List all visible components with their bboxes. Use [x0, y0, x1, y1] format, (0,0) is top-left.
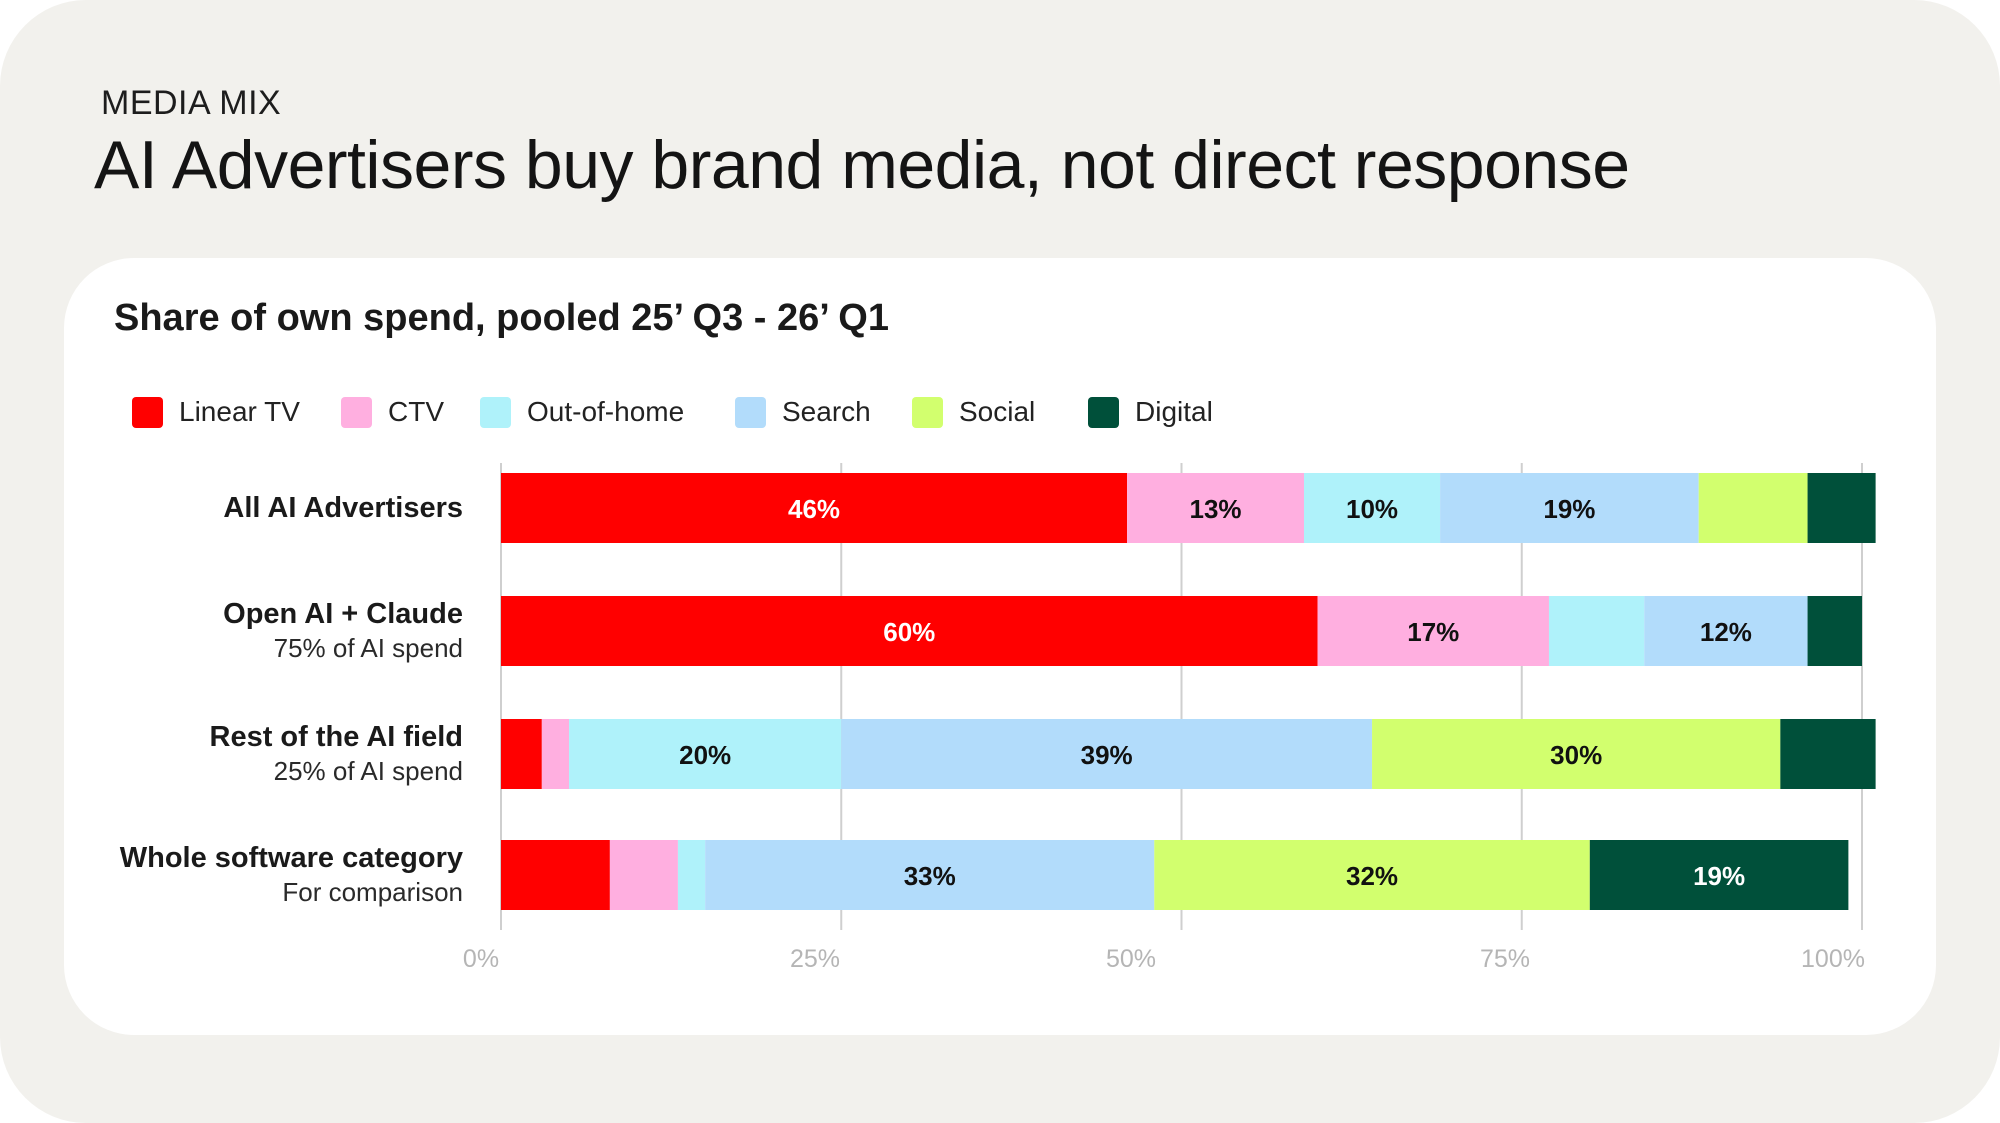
- bar-search-whole-software-category: [705, 840, 1155, 910]
- data-label: 32%: [1346, 861, 1398, 891]
- data-label: 19%: [1543, 494, 1595, 524]
- bar-search-all-ai-advertisers: [1440, 473, 1699, 543]
- data-label: 13%: [1190, 494, 1242, 524]
- row-subtitle: 25% of AI spend: [273, 756, 463, 786]
- bar-digital-rest-of-the-ai-field: [1780, 719, 1876, 789]
- legend-item-out-of-home: Out-of-home: [480, 395, 684, 429]
- legend-swatch: [480, 396, 511, 428]
- row-label-all-ai-advertisers: All AI Advertisers: [223, 491, 463, 525]
- section-eyebrow: MEDIA MIX: [101, 84, 282, 122]
- legend-swatch: [1088, 396, 1119, 428]
- bar-search-open-ai-claude: [1644, 596, 1808, 666]
- legend-swatch: [341, 396, 372, 428]
- bar-linear-tv-rest-of-the-ai-field: [501, 719, 542, 789]
- x-tick-label: 50%: [1106, 945, 1156, 973]
- data-label: 46%: [788, 494, 840, 524]
- bar-out-of-home-whole-software-category: [677, 840, 706, 910]
- bar-out-of-home-all-ai-advertisers: [1303, 473, 1441, 543]
- bar-social-whole-software-category: [1154, 840, 1590, 910]
- legend-swatch: [132, 396, 163, 428]
- legend-label: Social: [959, 396, 1036, 427]
- chart-title: Share of own spend, pooled 25’ Q3 - 26’ …: [114, 297, 889, 339]
- bar-ctv-rest-of-the-ai-field: [541, 719, 570, 789]
- data-label: 60%: [883, 617, 935, 647]
- legend-label: Out-of-home: [527, 396, 685, 427]
- legend-label: Digital: [1135, 396, 1213, 427]
- row-label-rest-of-the-ai-field: Rest of the AI field 25% of AI spend: [210, 720, 464, 788]
- bar-social-rest-of-the-ai-field: [1372, 719, 1781, 789]
- legend-item-digital: Digital: [1088, 395, 1213, 429]
- legend-item-ctv: CTV: [341, 395, 444, 429]
- data-label: 10%: [1346, 494, 1398, 524]
- row-name: Rest of the AI field: [209, 721, 464, 753]
- bar-out-of-home-rest-of-the-ai-field: [569, 719, 842, 789]
- data-label: 19%: [1693, 861, 1745, 891]
- bar-digital-all-ai-advertisers: [1807, 473, 1876, 543]
- legend-label: Search: [782, 396, 871, 427]
- legend-item-social: Social: [912, 395, 1035, 429]
- bar-linear-tv-open-ai-claude: [501, 596, 1318, 666]
- row-label-open-ai-claude: Open AI + Claude 75% of AI spend: [223, 597, 463, 665]
- bar-digital-whole-software-category: [1589, 840, 1849, 910]
- bar-ctv-open-ai-claude: [1317, 596, 1549, 666]
- row-name: Whole software category: [119, 842, 463, 874]
- bar-ctv-whole-software-category: [609, 840, 678, 910]
- bar-ctv-all-ai-advertisers: [1127, 473, 1304, 543]
- bar-digital-open-ai-claude: [1807, 596, 1862, 666]
- legend-swatch: [912, 396, 943, 428]
- row-subtitle: For comparison: [282, 877, 463, 907]
- data-label: 17%: [1407, 617, 1459, 647]
- x-tick-label: 75%: [1480, 945, 1530, 973]
- data-label: 12%: [1700, 617, 1752, 647]
- bar-linear-tv-whole-software-category: [501, 840, 610, 910]
- legend-item-search: Search: [735, 395, 871, 429]
- legend-swatch: [735, 396, 766, 428]
- data-label: 20%: [679, 740, 731, 770]
- data-label: 33%: [904, 861, 956, 891]
- bar-out-of-home-open-ai-claude: [1548, 596, 1645, 666]
- row-name: All AI Advertisers: [223, 492, 463, 524]
- row-name: Open AI + Claude: [223, 598, 463, 630]
- x-tick-label: 0%: [463, 945, 499, 973]
- legend-label: Linear TV: [179, 396, 300, 427]
- slide-headline: AI Advertisers buy brand media, not dire…: [94, 127, 1630, 203]
- data-label: 39%: [1081, 740, 1133, 770]
- data-label: 30%: [1550, 740, 1602, 770]
- row-label-whole-software-category: Whole software category For comparison: [120, 841, 463, 909]
- x-tick-label: 100%: [1801, 945, 1865, 973]
- legend-label: CTV: [388, 396, 444, 427]
- bar-social-all-ai-advertisers: [1698, 473, 1808, 543]
- bar-linear-tv-all-ai-advertisers: [501, 473, 1128, 543]
- legend-item-linear-tv: Linear TV: [132, 395, 300, 429]
- bar-search-rest-of-the-ai-field: [841, 719, 1373, 789]
- row-subtitle: 75% of AI spend: [273, 633, 463, 663]
- x-tick-label: 25%: [790, 945, 840, 973]
